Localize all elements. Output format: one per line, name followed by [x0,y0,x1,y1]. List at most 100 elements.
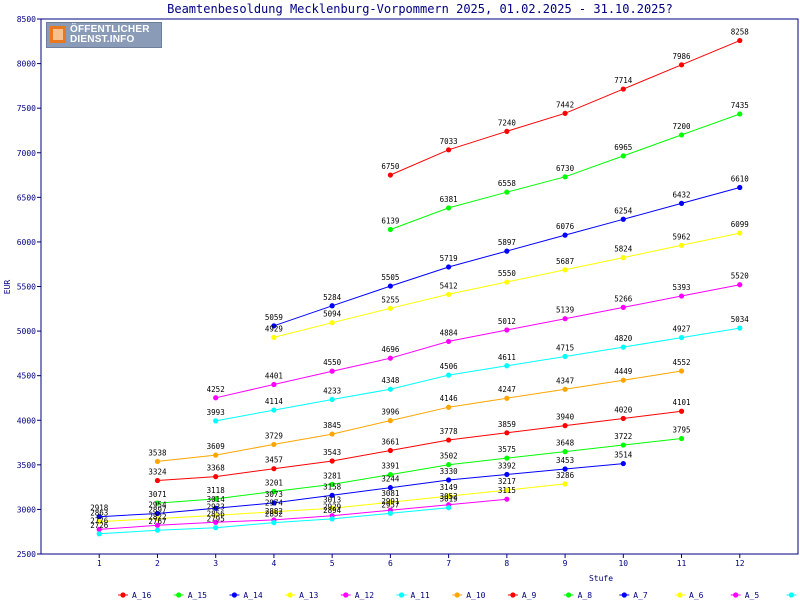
logo-icon [50,26,66,43]
legend-label: A_10 [466,591,485,600]
data-label: 3013 [323,495,341,504]
data-label: 5012 [498,317,516,326]
data-label: 5412 [440,281,458,290]
data-label: 3722 [614,432,632,441]
data-point [446,493,452,499]
series-line-A_5 [99,498,507,530]
data-point [271,381,277,388]
plot-area [40,18,799,555]
data-label: 2954 [148,501,167,510]
data-point [96,519,102,525]
series-line-A_10 [157,370,682,462]
data-point [213,452,219,458]
data-point [387,305,393,311]
y-tick-label: 4500 [17,372,36,381]
data-label: 3859 [498,420,516,429]
data-label: 2991 [381,497,399,506]
data-label: 7986 [673,52,692,61]
data-label: 7714 [614,76,633,85]
data-point [446,437,452,443]
data-point [620,304,626,310]
data-label: 3071 [148,490,166,499]
x-tick-label: 8 [504,559,509,568]
data-point [446,264,452,270]
data-label: 3118 [207,486,226,495]
data-label: 7240 [498,118,517,127]
data-label: 5059 [265,313,283,322]
data-point [562,174,568,180]
data-point [504,128,510,134]
data-point [620,216,626,222]
legend: A_16 A_15 A_14 A_13 A_12 A_11 A_10 A_9 A_8 A_7 A_6… [118,591,797,600]
legend-label: A_8 [578,591,593,600]
data-point [562,232,568,238]
data-point [446,372,452,378]
data-point [737,111,743,117]
data-label: 4884 [440,328,459,337]
data-label: 3217 [498,477,516,486]
data-point [620,442,626,448]
data-point [620,153,626,159]
legend-label: A_15 [188,591,207,600]
data-point [504,496,510,502]
data-point [329,320,335,326]
data-labels: 6750 7033 7240 7442 7714 7986 8258 6139 6381 6558… [90,28,749,530]
data-label: 4696 [381,345,400,354]
legend-marker [287,592,293,598]
data-point [562,386,568,392]
data-point [504,279,510,285]
x-tick-label: 3 [213,559,218,568]
data-point [387,418,393,424]
data-label: 4146 [440,394,459,403]
data-point [213,505,219,511]
data-point [562,466,568,472]
data-point [737,282,743,288]
data-label: 4347 [556,376,574,385]
data-label: 3201 [265,478,283,487]
data-label: 2795 [207,515,225,524]
data-point [329,516,335,522]
data-label: 4611 [498,353,516,362]
data-point [96,514,102,520]
data-label: 5393 [673,283,691,292]
data-label: 2767 [148,517,166,526]
data-point [271,334,277,341]
data-label: 2726 [90,521,109,530]
data-label: 3330 [440,467,459,476]
data-label: 3392 [498,461,516,470]
legend-marker [677,592,683,598]
legend-marker [788,592,795,598]
data-point [213,395,219,401]
data-label: 2957 [381,500,399,509]
y-tick-label: 6500 [17,193,36,202]
series-line-A_7 [99,463,624,518]
x-tick-label: 12 [735,559,745,568]
data-label: 5505 [381,273,399,282]
data-point [271,488,277,495]
data-point [446,205,452,211]
x-axis-label: Stufe [589,574,613,583]
legend-label: A_11 [411,591,430,600]
legend-marker [454,592,460,598]
y-tick-label: 7000 [17,149,36,158]
data-label: 2929 [323,503,341,512]
data-point [387,226,393,233]
data-label: 3115 [498,486,516,495]
x-tick-label: 4 [272,559,277,568]
legend-marker [176,592,182,598]
data-point [446,147,452,153]
data-point [213,418,219,424]
data-label: 3661 [381,437,399,446]
legend-label: A_7 [633,591,648,600]
data-label: 3538 [148,448,167,457]
legend-marker [120,592,126,598]
data-label: 5687 [556,257,574,266]
data-point [446,338,452,345]
data-label: 3158 [323,482,342,491]
data-point [329,303,335,309]
data-label: 2852 [265,510,283,519]
data-label: 2776 [90,516,109,525]
data-label: 6076 [556,222,575,231]
data-point [329,492,335,498]
data-point [678,200,685,206]
